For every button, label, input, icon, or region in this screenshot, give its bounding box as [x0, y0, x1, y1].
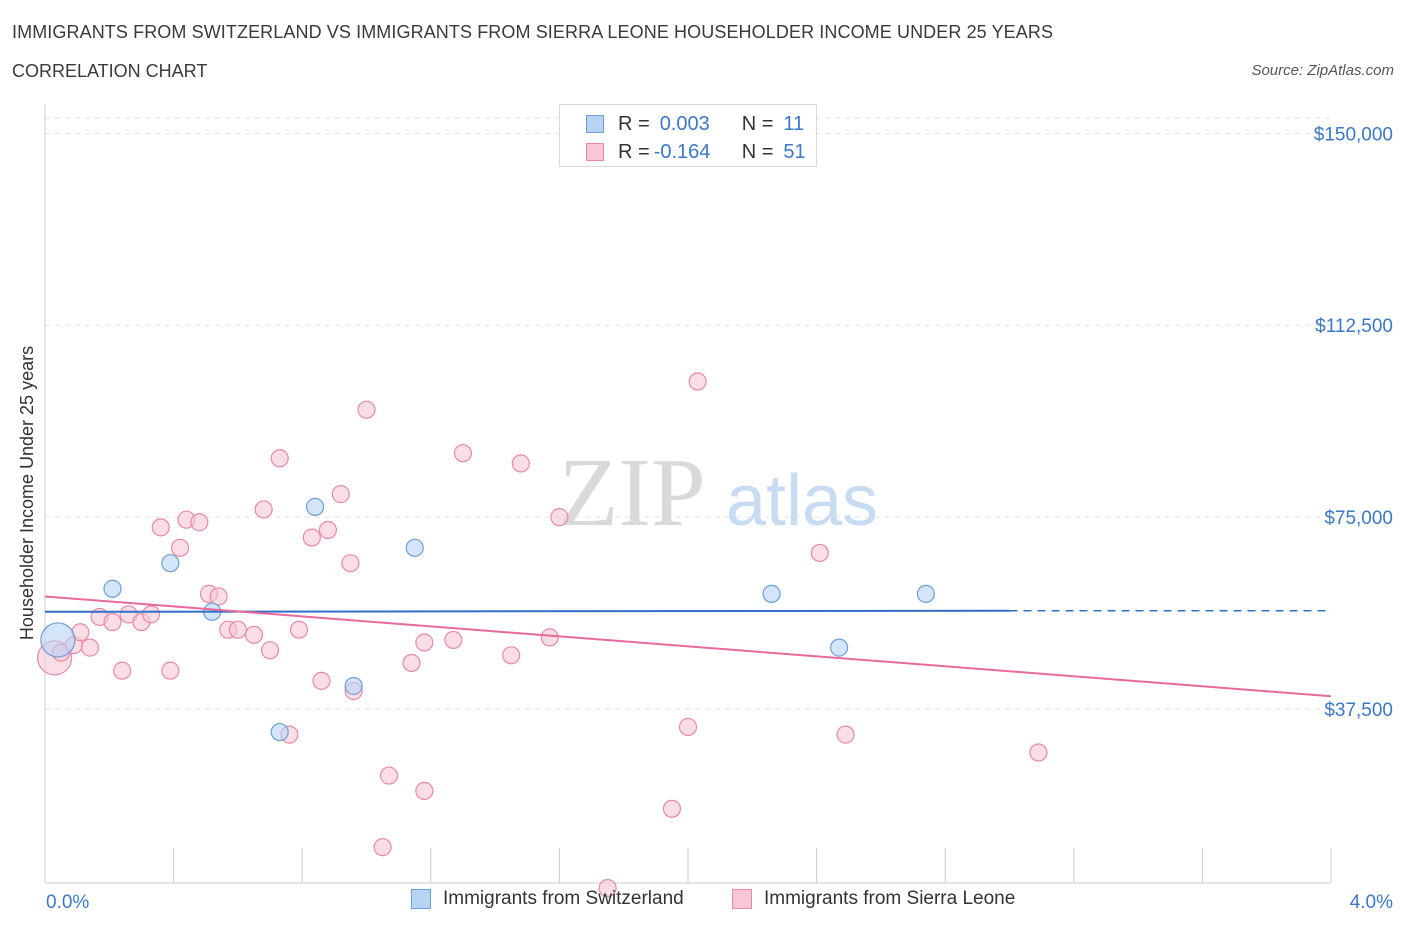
point-sierra-leone	[170, 538, 190, 557]
bottom-legend-swatch-sierra-leone	[732, 889, 752, 909]
point-sierra-leone	[260, 641, 280, 660]
data-points	[37, 372, 1048, 898]
point-sierra-leone	[688, 372, 707, 391]
point-sierra-leone	[357, 400, 376, 419]
watermark: ZIP atlas	[559, 439, 879, 547]
y-tick-label: $37,500	[1324, 700, 1393, 721]
legend-r-value: -0.164	[653, 140, 711, 163]
point-switzerland	[270, 722, 289, 742]
grid-lines	[45, 117, 1331, 710]
legend-n-label: N =	[741, 112, 774, 135]
stats-legend: R = 0.003 N = 11 R = -0.164 N = 51	[559, 104, 817, 167]
trend-lines	[44, 595, 1332, 698]
point-sierra-leone	[550, 508, 569, 527]
point-switzerland	[305, 497, 325, 516]
point-switzerland	[161, 554, 180, 573]
y-tick-label: $112,500	[1315, 316, 1393, 337]
y-tick-label: $150,000	[1314, 124, 1393, 145]
legend-r-label: R =	[618, 112, 650, 135]
trend-line-switzerland	[44, 609, 1010, 613]
point-sierra-leone	[161, 661, 180, 680]
point-switzerland	[40, 622, 76, 658]
point-sierra-leone	[379, 766, 399, 785]
legend-r-value: 0.003	[659, 112, 710, 135]
point-switzerland	[830, 638, 849, 657]
point-sierra-leone	[209, 587, 228, 606]
chart-subtitle: CORRELATION CHART	[12, 61, 208, 81]
point-sierra-leone	[678, 717, 698, 737]
bottom-legend-label-switzerland: Immigrants from Switzerland	[443, 888, 684, 909]
point-sierra-leone	[511, 454, 530, 473]
point-sierra-leone	[312, 671, 331, 690]
y-tick-labels: $37,500 $75,000 $112,500 $150,000	[1314, 124, 1393, 721]
legend-n-label: N =	[741, 140, 774, 163]
legend-row-sierra-leone: R = -0.164 N = 51	[586, 138, 806, 166]
point-sierra-leone	[1029, 743, 1048, 762]
point-sierra-leone	[244, 625, 264, 644]
watermark-atlas: atlas	[726, 461, 878, 541]
point-sierra-leone	[415, 633, 434, 652]
point-switzerland	[103, 579, 122, 598]
source-credit: Source: ZipAtlas.com	[1251, 62, 1394, 79]
point-sierra-leone	[254, 500, 273, 519]
point-sierra-leone	[598, 879, 617, 898]
legend-n-value: 11	[783, 112, 805, 135]
bottom-legend-label-sierra-leone: Immigrants from Sierra Leone	[764, 888, 1016, 909]
point-sierra-leone	[540, 628, 559, 647]
point-sierra-leone	[151, 518, 170, 537]
legend-swatch-switzerland	[586, 115, 604, 133]
point-sierra-leone	[141, 605, 161, 624]
x-tick-labels: 0.0% 4.0%	[46, 892, 1393, 913]
point-sierra-leone	[190, 513, 209, 532]
point-sierra-leone	[270, 449, 289, 468]
point-sierra-leone	[402, 653, 421, 673]
point-sierra-leone	[453, 444, 473, 463]
point-sierra-leone	[415, 781, 434, 800]
point-switzerland	[762, 584, 781, 603]
point-sierra-leone	[662, 799, 682, 818]
point-sierra-leone	[502, 646, 521, 665]
bottom-legend-switzerland: Immigrants from Switzerland	[411, 888, 684, 910]
point-switzerland	[344, 676, 363, 696]
point-sierra-leone	[302, 528, 321, 547]
point-sierra-leone	[810, 543, 829, 563]
bottom-legend-sierra-leone: Immigrants from Sierra Leone	[732, 888, 1015, 910]
trend-line-sierra-leone	[44, 595, 1332, 698]
point-sierra-leone	[373, 838, 392, 857]
legend-r-label: R =	[618, 140, 650, 163]
point-sierra-leone	[331, 485, 350, 504]
legend-swatch-sierra-leone	[586, 143, 604, 161]
point-switzerland	[405, 538, 424, 557]
chart-title: IMMIGRANTS FROM SWITZERLAND VS IMMIGRANT…	[12, 22, 1054, 42]
axes	[44, 105, 1332, 884]
legend-row-switzerland: R = 0.003 N = 11	[586, 110, 804, 138]
point-sierra-leone	[103, 612, 122, 632]
watermark-zip: ZIP	[559, 439, 706, 547]
point-sierra-leone	[444, 630, 463, 650]
y-axis-label: Householder Income Under 25 years	[17, 346, 37, 640]
legend-n-value: 51	[783, 140, 806, 163]
point-sierra-leone	[80, 638, 100, 657]
point-switzerland	[916, 584, 936, 603]
point-sierra-leone	[113, 661, 132, 680]
point-sierra-leone	[341, 554, 360, 573]
x-tick-label: 0.0%	[46, 892, 89, 913]
point-sierra-leone	[289, 620, 309, 639]
x-tick-label: 4.0%	[1350, 892, 1393, 913]
point-sierra-leone	[836, 725, 855, 744]
y-tick-label: $75,000	[1324, 508, 1393, 529]
bottom-legend-swatch-switzerland	[411, 889, 431, 909]
point-sierra-leone	[318, 520, 338, 540]
point-sierra-leone	[228, 620, 247, 639]
